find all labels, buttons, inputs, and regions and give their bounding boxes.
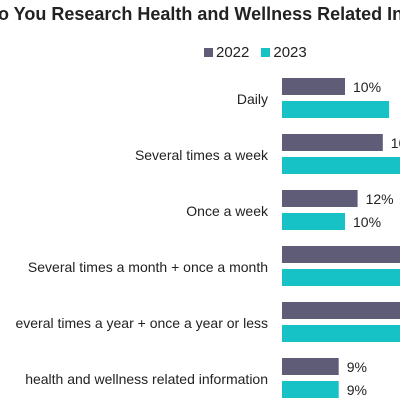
- category-label: Daily: [237, 91, 268, 107]
- data-label: 10%: [353, 214, 381, 230]
- legend-label-2022: 2022: [216, 43, 250, 61]
- bar-2022: [282, 78, 345, 95]
- bar-2023: [282, 381, 339, 398]
- data-label: 9%: [347, 382, 367, 398]
- legend-label-2023: 2023: [273, 43, 307, 61]
- category-label: Once a week: [186, 203, 269, 219]
- chart-title: o You Research Health and Wellness Relat…: [0, 4, 400, 24]
- bar-2023: [282, 269, 400, 286]
- bar-2022: [282, 302, 400, 319]
- bar-2022: [282, 358, 339, 375]
- data-label: 10: [391, 135, 400, 151]
- bar-2023: [282, 157, 400, 174]
- legend-entry-2022: 2022: [204, 44, 249, 61]
- bar-2023: [282, 325, 400, 342]
- legend-swatch-2022: [204, 47, 213, 57]
- legend: 2022 2023: [204, 42, 319, 62]
- category-label: Several times a month + once a month: [28, 259, 268, 275]
- bar-2022: [282, 134, 383, 151]
- bar-2023: [282, 213, 345, 230]
- data-label: 12%: [366, 191, 394, 207]
- legend-swatch-2023: [261, 47, 271, 57]
- legend-entry-2023: 2023: [261, 43, 307, 61]
- bar-2022: [282, 190, 358, 207]
- bar-2022: [282, 246, 400, 263]
- category-label: Several times a week: [135, 147, 269, 163]
- data-label: 10%: [353, 79, 381, 95]
- data-label: 9%: [347, 359, 367, 375]
- bar-2023: [282, 101, 390, 118]
- category-label: everal times a year + once a year or les…: [15, 315, 268, 331]
- category-label: health and wellness related information: [25, 371, 268, 387]
